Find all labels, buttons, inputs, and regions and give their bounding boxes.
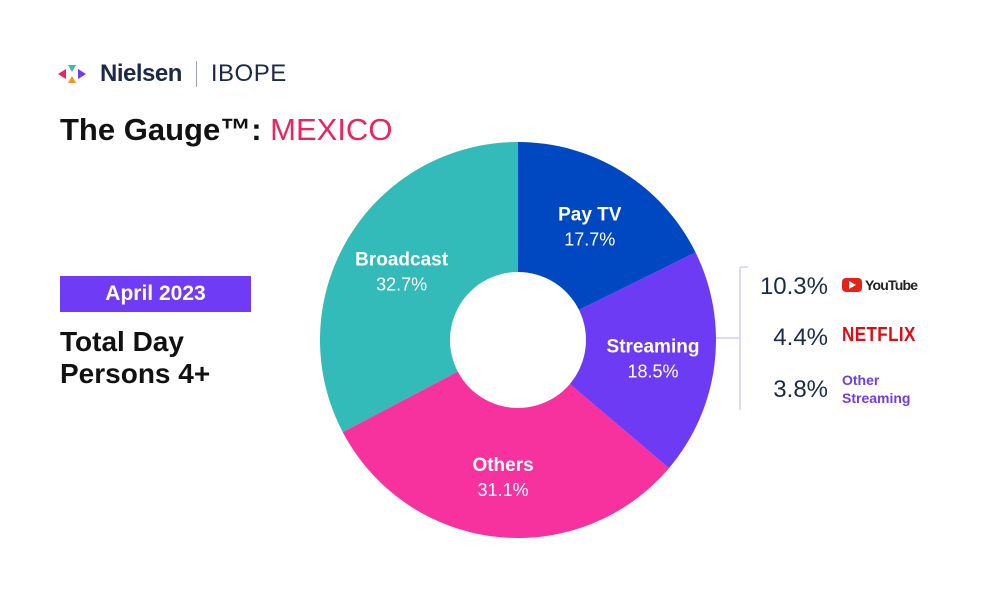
netflix-logo: NETFLIX bbox=[842, 324, 916, 346]
slice-streaming bbox=[569, 252, 716, 469]
subtitle-line2: Persons 4+ bbox=[60, 358, 211, 389]
slice-value: 18.5% bbox=[627, 362, 678, 382]
title-country: MEXICO bbox=[270, 112, 393, 147]
youtube-label: YouTube bbox=[865, 277, 918, 293]
slice-pay-tv bbox=[518, 142, 696, 310]
youtube-logo: YouTube bbox=[842, 277, 918, 293]
slice-label: Pay TV bbox=[558, 204, 622, 225]
slice-others bbox=[342, 371, 669, 538]
logo: Nielsen IBOPE bbox=[58, 60, 287, 88]
subtitle-line1: Total Day bbox=[60, 326, 184, 357]
period-badge: April 2023 bbox=[60, 276, 251, 312]
other-streaming-label: Other Streaming bbox=[842, 372, 911, 406]
slice-value: 17.7% bbox=[564, 229, 615, 249]
brand-name: Nielsen bbox=[100, 60, 182, 87]
slice-broadcast bbox=[320, 142, 518, 433]
subtitle: Total Day Persons 4+ bbox=[60, 326, 210, 390]
nielsen-logo-icon bbox=[58, 65, 86, 83]
slice-label: Broadcast bbox=[355, 250, 449, 271]
page-title: The Gauge™: MEXICO bbox=[60, 112, 392, 148]
slice-value: 32.7% bbox=[376, 275, 427, 295]
title-prefix: The Gauge™: bbox=[60, 112, 271, 147]
divider bbox=[195, 61, 197, 87]
youtube-value: 10.3% bbox=[759, 273, 828, 300]
youtube-play-icon bbox=[842, 278, 862, 292]
partner-name: IBOPE bbox=[210, 60, 287, 87]
netflix-value: 4.4% bbox=[773, 324, 828, 351]
slice-value: 31.1% bbox=[478, 480, 529, 500]
other-streaming-value: 3.8% bbox=[773, 376, 828, 403]
slice-label: Others bbox=[472, 455, 533, 476]
slice-label: Streaming bbox=[607, 337, 700, 358]
